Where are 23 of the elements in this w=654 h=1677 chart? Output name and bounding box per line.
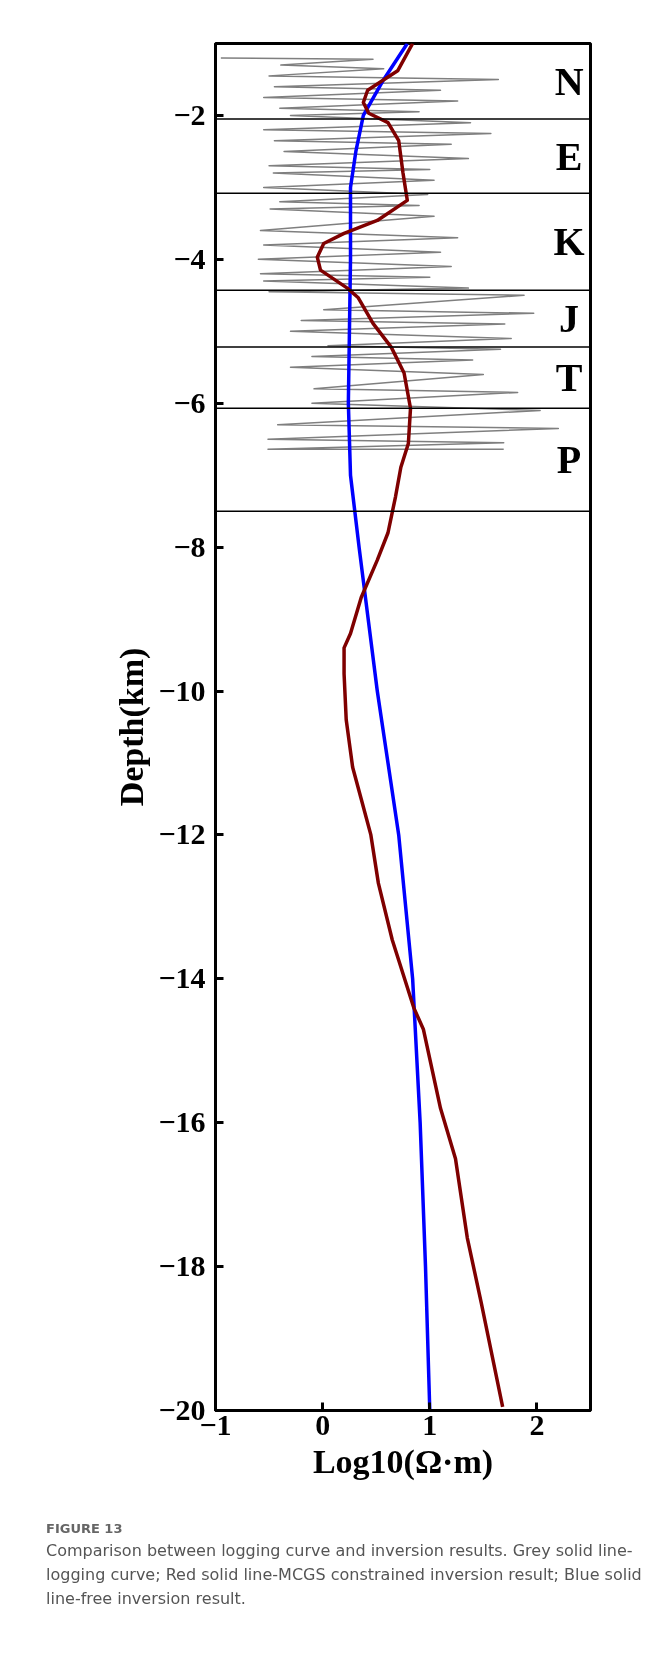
y-tick-label: −14 xyxy=(158,961,206,995)
ref-line-label: P xyxy=(556,437,582,483)
ref-line-label: N xyxy=(554,58,584,104)
x-tick-label: 0 xyxy=(315,1407,331,1441)
y-tick-label: −4 xyxy=(173,241,206,275)
caption: FIGURE 13 xyxy=(46,1520,124,1538)
x-tick-label: 1 xyxy=(422,1407,438,1441)
y-tick-label: −6 xyxy=(173,385,206,419)
y-tick-label: −10 xyxy=(158,673,206,707)
line-series xyxy=(315,43,505,1409)
y-tick-label: −2 xyxy=(173,97,206,131)
ref-line-label: J xyxy=(559,296,580,342)
y-axis-title: Depth(km) xyxy=(113,647,152,807)
ref-line-label: T xyxy=(555,355,583,401)
ref-line-label: K xyxy=(553,219,585,265)
x-tick-label: 2 xyxy=(529,1407,545,1441)
y-tick-label: −8 xyxy=(173,529,206,563)
text: Comparison between logging curve and inversion results. Grey solid line-logging curve; Red solid line-MCGS constrained inversion result; Blue solid line-free inversion result. xyxy=(46,1539,643,1610)
y-tick-label: −18 xyxy=(158,1249,206,1283)
y-tick-label: −16 xyxy=(158,1105,206,1139)
x-axis-title: Log10(Ω·m) xyxy=(312,1442,494,1481)
ref-line-label: E xyxy=(555,133,583,179)
y-tick-label: −12 xyxy=(158,817,206,851)
